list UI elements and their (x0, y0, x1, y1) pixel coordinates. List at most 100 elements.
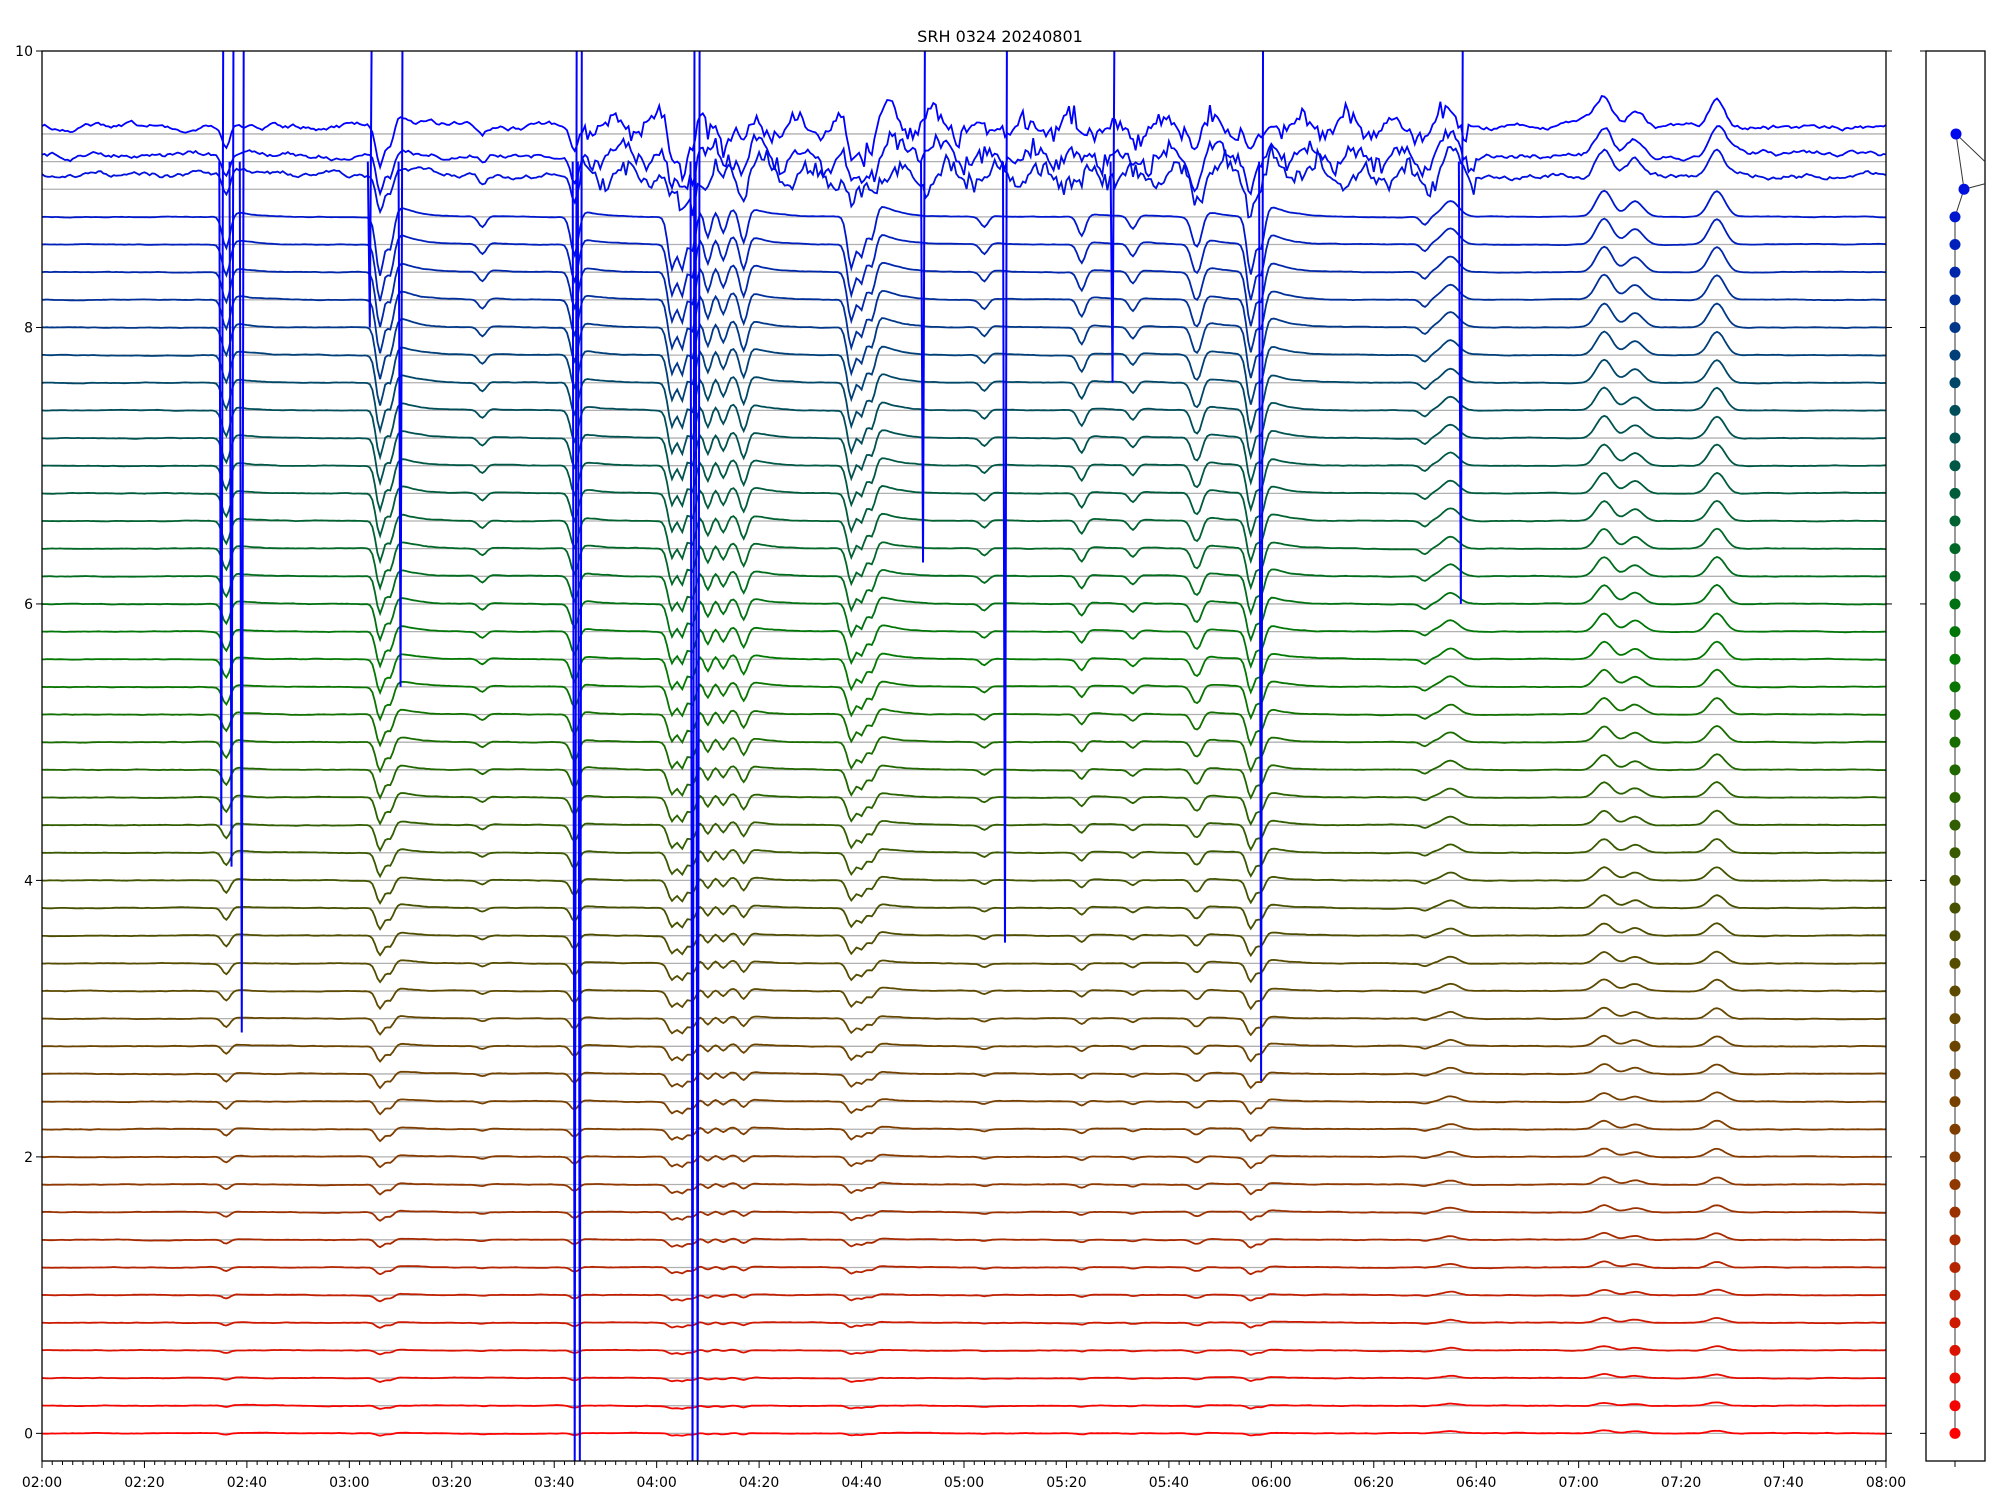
offset-marker (1949, 626, 1961, 638)
chart-title: SRH 0324 20240801 (917, 27, 1083, 46)
offset-marker (1949, 1013, 1961, 1025)
offset-marker (1949, 598, 1961, 610)
series-line-23 (42, 781, 1886, 827)
series-line-31 (42, 556, 1886, 617)
series-line-25 (42, 725, 1886, 774)
offset-marker (1949, 764, 1961, 776)
series-line-8 (42, 1204, 1886, 1222)
offset-marker (1949, 239, 1961, 251)
series-line-37 (42, 386, 1886, 461)
spike-9 (920, 51, 926, 563)
offset-marker (1949, 294, 1961, 306)
series-line-9 (42, 1176, 1886, 1196)
x-axis: 02:00 02:20 02:40 03:00 03:20 03:40 04:00 04:20… (22, 1461, 1906, 1491)
x-tick-label: 05:40 (1149, 1475, 1189, 1491)
x-tick-label: 05:20 (1046, 1475, 1086, 1491)
y-tick-label: 0 (24, 1426, 33, 1442)
offset-marker (1949, 1179, 1961, 1191)
offset-marker (1949, 460, 1961, 472)
series-line-40 (42, 302, 1886, 380)
offset-marker (1949, 1206, 1961, 1218)
series-line-47 (42, 94, 1886, 184)
offset-marker (1949, 1261, 1961, 1273)
offset-marker (1949, 819, 1961, 831)
offset-marker (1949, 1400, 1961, 1412)
spike-6 (576, 51, 583, 1461)
spike-10 (1001, 51, 1008, 943)
series-line-36 (42, 414, 1886, 487)
series-line-43 (42, 217, 1886, 302)
y-tick-label: 2 (24, 1150, 33, 1166)
offset-marker (1949, 653, 1961, 665)
series-line-21 (42, 838, 1886, 879)
trace-offset-panel (1925, 50, 1986, 1467)
offset-marker (1949, 266, 1961, 278)
offset-marker (1949, 1151, 1961, 1163)
spike-4 (397, 51, 404, 687)
series-line-12 (42, 1091, 1886, 1116)
offset-marker (1949, 543, 1961, 555)
series-line-13 (42, 1063, 1886, 1090)
offset-marker (1949, 1344, 1961, 1356)
series-line-41 (42, 273, 1886, 354)
series-line-46 (42, 125, 1886, 197)
offset-marker (1949, 902, 1961, 914)
offset-marker (1949, 321, 1961, 333)
series-line-5 (42, 1288, 1886, 1303)
x-tick-label: 06:20 (1354, 1475, 1394, 1491)
series-line-17 (42, 950, 1886, 984)
offset-marker (1949, 377, 1961, 389)
series-line-30 (42, 583, 1886, 643)
offset-marker (1950, 128, 1962, 140)
series-line-39 (42, 330, 1886, 406)
x-tick-label: 03:40 (534, 1475, 574, 1491)
y-tick-label: 4 (24, 873, 33, 889)
series-line-7 (42, 1231, 1886, 1249)
x-tick-label: 03:00 (329, 1475, 369, 1491)
x-tick-label: 04:40 (841, 1475, 881, 1491)
y-tick-label: 10 (15, 44, 33, 60)
series-line-16 (42, 978, 1886, 1011)
series-line-27 (42, 668, 1886, 722)
x-tick-label: 05:00 (944, 1475, 984, 1491)
x-tick-label: 02:00 (22, 1475, 62, 1491)
spike-13 (1457, 51, 1464, 604)
offset-marker (1949, 1096, 1961, 1108)
series-line-0 (42, 1429, 1886, 1437)
offset-marker (1949, 487, 1961, 499)
series-line-3 (42, 1345, 1886, 1356)
series-line-14 (42, 1034, 1886, 1063)
series-line-32 (42, 527, 1886, 591)
x-tick-label: 07:40 (1763, 1475, 1803, 1491)
series-line-2 (42, 1372, 1886, 1383)
series-line-22 (42, 809, 1886, 853)
offset-marker (1949, 957, 1961, 969)
offset-marker (1949, 985, 1961, 997)
offset-marker (1949, 211, 1961, 223)
spike-7 (689, 51, 696, 1461)
plot-frame (41, 50, 1887, 1462)
offset-marker (1949, 681, 1961, 693)
series-line-34 (42, 471, 1886, 539)
series-line-20 (42, 866, 1886, 906)
series-line-45 (42, 145, 1886, 219)
traces (42, 51, 1886, 1461)
y-axis-right-ticks (1886, 50, 1926, 1434)
series-line-42 (42, 245, 1886, 328)
x-tick-label: 06:40 (1456, 1475, 1496, 1491)
x-tick-label: 07:00 (1558, 1475, 1598, 1491)
series-line-18 (42, 922, 1886, 958)
x-tick-label: 06:00 (1251, 1475, 1291, 1491)
x-tick-label: 03:20 (432, 1475, 472, 1491)
offset-marker (1958, 183, 1970, 195)
x-tick-label: 02:40 (227, 1475, 267, 1491)
series-line-1 (42, 1401, 1886, 1410)
series-line-11 (42, 1119, 1886, 1143)
y-tick-label: 6 (24, 597, 33, 613)
offset-marker (1949, 1040, 1961, 1052)
series-line-35 (42, 443, 1886, 514)
series-line-24 (42, 753, 1886, 800)
series-line-28 (42, 640, 1886, 696)
series-line-29 (42, 612, 1886, 670)
